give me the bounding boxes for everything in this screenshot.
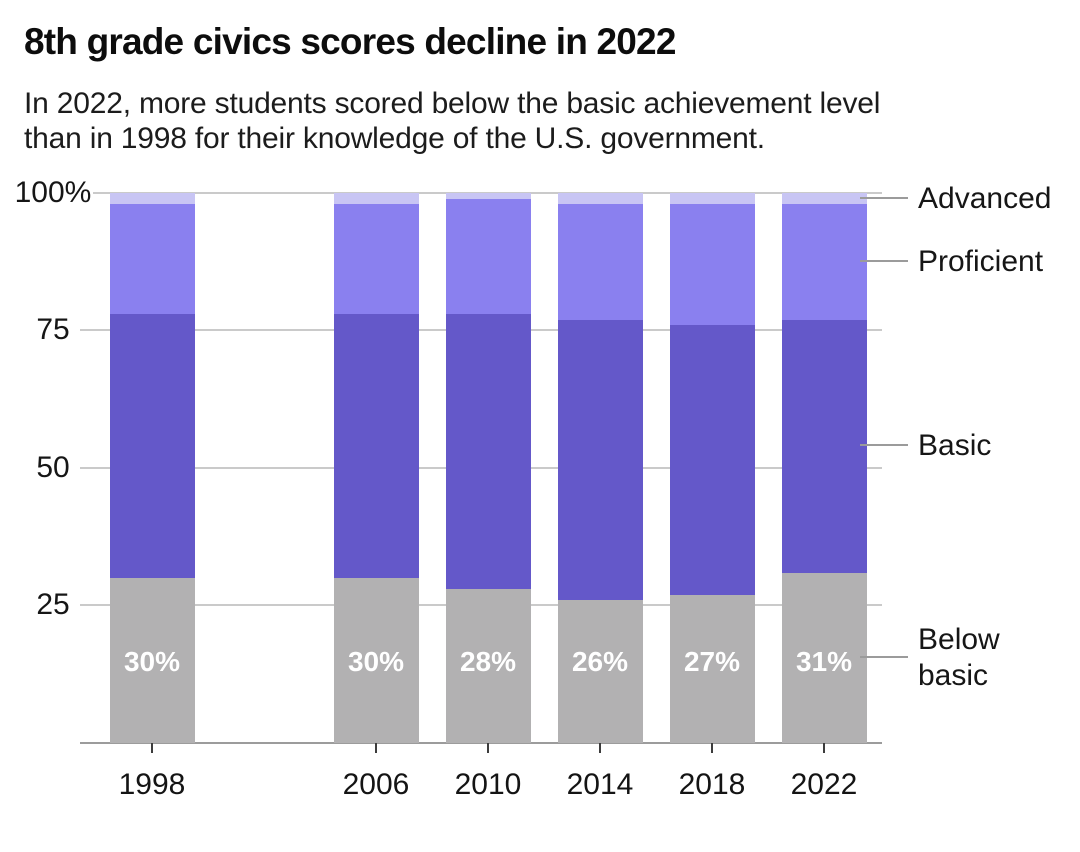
bar-value-label-1998: 30% — [123, 646, 181, 677]
bar-segment-below-basic-2010 — [445, 589, 531, 743]
bar-segment-advanced-2018 — [669, 193, 755, 204]
x-axis-label-2018: 2018 — [678, 768, 746, 801]
bar-value-label-2018: 27% — [683, 646, 741, 677]
y-axis-label-25: 25 — [36, 588, 70, 621]
bar-segment-advanced-1998 — [109, 193, 195, 204]
chart-subtitle-line-2: than in 1998 for their knowledge of the … — [24, 122, 765, 155]
bar-segment-below-basic-2022 — [781, 572, 867, 743]
bar-segment-advanced-2006 — [333, 193, 419, 204]
x-axis-tick-2022 — [823, 743, 825, 753]
bar-segment-proficient-2014 — [557, 204, 643, 320]
bar-segment-proficient-2006 — [333, 204, 419, 314]
chart-subtitle-line-1: In 2022, more students scored below the … — [24, 87, 881, 120]
chart-title: 8th grade civics scores decline in 2022 — [24, 21, 676, 62]
y-axis-label-75: 75 — [36, 313, 70, 346]
legend-leader-advanced — [860, 197, 908, 199]
bar-segment-below-basic-2014 — [557, 600, 643, 743]
x-axis-tick-2018 — [711, 743, 713, 753]
x-axis-label-2006: 2006 — [342, 768, 410, 801]
bar-value-label-2022: 31% — [795, 646, 853, 677]
x-axis-label-2010: 2010 — [454, 768, 522, 801]
legend-leader-below-basic — [860, 656, 908, 658]
bar-segment-basic-2006 — [333, 314, 419, 578]
x-axis-label-1998: 1998 — [118, 768, 186, 801]
bar-segment-basic-2018 — [669, 325, 755, 595]
bar-value-label-2006: 30% — [347, 646, 405, 677]
y-axis-label-50: 50 — [36, 451, 70, 484]
bar-segment-basic-1998 — [109, 314, 195, 578]
x-axis-tick-1998 — [151, 743, 153, 753]
bar-segment-basic-2022 — [781, 319, 867, 573]
legend-label-proficient: Proficient — [918, 245, 1044, 278]
bar-segment-advanced-2014 — [557, 193, 643, 204]
bar-value-label-2014: 26% — [571, 646, 629, 677]
bar-segment-advanced-2010 — [445, 193, 531, 199]
y-axis-label-100: 100% — [14, 176, 92, 209]
legend-leader-basic — [860, 444, 908, 446]
bar-segment-proficient-1998 — [109, 204, 195, 314]
bar-segment-proficient-2010 — [445, 198, 531, 314]
bar-segment-below-basic-2018 — [669, 594, 755, 743]
bar-segment-basic-2014 — [557, 319, 643, 600]
x-axis-line — [80, 742, 882, 744]
legend-label-below-basic: Below basic — [918, 623, 1000, 692]
bar-segment-basic-2010 — [445, 314, 531, 589]
x-axis-label-2022: 2022 — [790, 768, 858, 801]
x-axis-label-2014: 2014 — [566, 768, 634, 801]
legend-leader-proficient — [860, 260, 908, 262]
chart-subtitle: In 2022, more students scored below the … — [24, 86, 880, 156]
legend-label-advanced: Advanced — [918, 182, 1052, 215]
bar-segment-below-basic-1998 — [109, 578, 195, 743]
bar-segment-advanced-2022 — [781, 193, 867, 204]
bar-segment-below-basic-2006 — [333, 578, 419, 743]
bar-value-label-2010: 28% — [459, 646, 517, 677]
x-axis-tick-2010 — [487, 743, 489, 753]
bar-segment-proficient-2022 — [781, 204, 867, 320]
bar-segment-proficient-2018 — [669, 204, 755, 325]
x-axis-tick-2014 — [599, 743, 601, 753]
legend-label-basic: Basic — [918, 429, 992, 462]
x-axis-tick-2006 — [375, 743, 377, 753]
